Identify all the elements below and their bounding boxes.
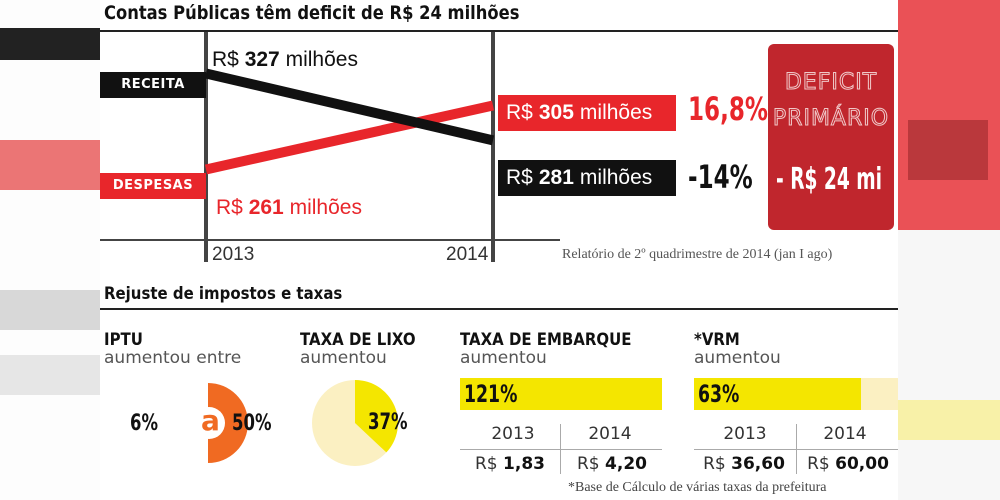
title-rule <box>100 30 898 32</box>
left-background-page <box>0 0 100 500</box>
iptu-title: IPTU <box>104 330 143 350</box>
left-dark-bar <box>0 28 100 60</box>
deficit-label-line2: primário <box>772 106 890 132</box>
iptu-high-pct: 50% <box>232 411 272 436</box>
receita-2014-box: R$ 281 milhões <box>498 160 676 196</box>
deficit-label-line1: Deficit <box>784 70 878 96</box>
left-red-block <box>0 140 100 190</box>
infographic: Contas Públicas têm deficit de R$ 24 mil… <box>100 0 898 500</box>
left-gray-block <box>0 290 100 330</box>
right-dark-block <box>908 120 988 180</box>
deficit-value: - R$ 24 mi <box>776 162 883 197</box>
iptu-a-circle <box>193 407 225 439</box>
despesas-change-pct: 16,8% <box>688 90 768 128</box>
embarque-value-2: R$ 4,20 <box>577 454 647 474</box>
chart-title: Contas Públicas têm deficit de R$ 24 mil… <box>104 2 520 24</box>
year-label-2013: 2013 <box>212 244 255 265</box>
lixo-subtitle: aumentou <box>300 348 387 368</box>
vrm-year-2: 2014 <box>823 424 867 444</box>
receita-series-line <box>204 68 495 146</box>
section-title: Rejuste de impostos e taxas <box>104 284 343 304</box>
iptu-low-pct: 6% <box>130 411 159 436</box>
footnote: *Base de Cálculo de várias taxas da pref… <box>568 480 827 495</box>
source-note: Relatório de 2º quadrimestre de 2014 (ja… <box>562 247 833 262</box>
line-chart <box>100 32 560 262</box>
embarque-pct-bar <box>460 378 662 410</box>
vrm-subtitle: aumentou <box>694 348 781 368</box>
vrm-value-1: R$ 36,60 <box>703 454 785 474</box>
embarque-pct: 121% <box>464 380 518 408</box>
embarque-year-1: 2013 <box>491 424 535 444</box>
embarque-subtitle: aumentou <box>460 348 547 368</box>
vrm-bar-fill <box>694 378 861 410</box>
iptu-a-letter: a <box>201 404 220 437</box>
receita-tag: RECEITA <box>100 72 206 98</box>
year-label-2014: 2014 <box>446 244 489 265</box>
vrm-underline <box>694 449 898 450</box>
lixo-title: TAXA DE LIXO <box>300 330 416 350</box>
embarque-value-1: R$ 1,83 <box>475 454 545 474</box>
right-background-page <box>898 0 1000 500</box>
vrm-value-2: R$ 60,00 <box>807 454 889 474</box>
section-rule <box>100 308 898 310</box>
despesas-2013-value: R$ 261 milhões <box>216 196 362 219</box>
despesas-series-line <box>204 100 495 175</box>
vrm-pct: 63% <box>698 380 740 408</box>
iptu-semicircle <box>208 383 248 463</box>
lixo-pie-slice <box>355 380 398 453</box>
lixo-pie <box>312 380 398 466</box>
lixo-pct: 37% <box>368 410 408 435</box>
embarque-year-2: 2014 <box>588 424 632 444</box>
receita-2013-value: R$ 327 milhões <box>212 48 358 71</box>
iptu-subtitle: aumentou entre <box>104 348 242 368</box>
left-gray-block-2 <box>0 355 100 395</box>
vrm-title: *VRM <box>694 330 740 350</box>
despesas-2014-box: R$ 305 milhões <box>498 95 676 131</box>
right-red-block <box>898 0 1000 230</box>
embarque-underline <box>460 449 662 450</box>
receita-change-pct: -14% <box>688 158 753 196</box>
embarque-title: TAXA DE EMBARQUE <box>460 330 632 350</box>
vrm-year-1: 2013 <box>723 424 767 444</box>
despesas-tag: DESPESAS <box>100 173 206 199</box>
deficit-box: Deficit primário - R$ 24 mi <box>768 44 894 230</box>
right-yellow-block <box>898 400 1000 440</box>
